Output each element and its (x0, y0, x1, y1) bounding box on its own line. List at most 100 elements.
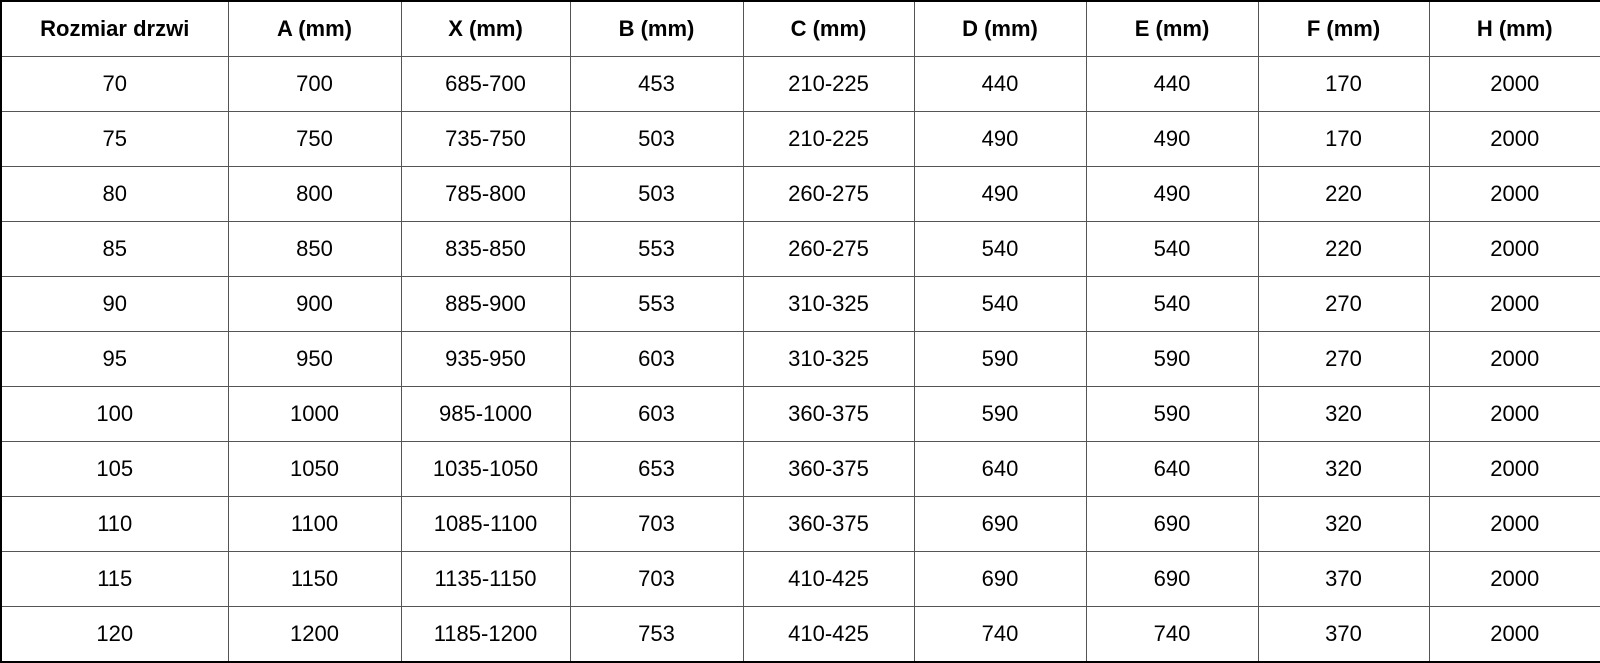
table-cell: 440 (913, 56, 1087, 112)
table-cell: 260-275 (742, 221, 915, 277)
table-cell: 360-375 (742, 386, 915, 442)
table-cell: 653 (569, 441, 744, 497)
table-cell: 900 (227, 276, 402, 332)
table-row: 110 1100 1085-1100 703 360-375 690 690 320 2000 (0, 496, 1600, 552)
table-cell: 2000 (1428, 386, 1600, 442)
table-cell: 490 (913, 166, 1087, 222)
table-cell: 320 (1257, 386, 1430, 442)
table-cell: 640 (913, 441, 1087, 497)
table-cell: 640 (1085, 441, 1259, 497)
table-cell: 885-900 (400, 276, 571, 332)
table-cell: 120 (0, 606, 229, 663)
table-cell: 503 (569, 166, 744, 222)
column-header: E (mm) (1085, 0, 1259, 57)
table-cell: 2000 (1428, 331, 1600, 387)
table-cell: 1135-1150 (400, 551, 571, 607)
table-cell: 740 (913, 606, 1087, 663)
table-cell: 105 (0, 441, 229, 497)
table-cell: 1050 (227, 441, 402, 497)
column-header: Rozmiar drzwi (0, 0, 229, 57)
table-row: 70 700 685-700 453 210-225 440 440 170 2000 (0, 56, 1600, 112)
table-cell: 703 (569, 496, 744, 552)
table-cell: 453 (569, 56, 744, 112)
table-cell: 70 (0, 56, 229, 112)
table-cell: 503 (569, 111, 744, 167)
table-cell: 703 (569, 551, 744, 607)
table-cell: 310-325 (742, 276, 915, 332)
table-cell: 320 (1257, 496, 1430, 552)
table-cell: 800 (227, 166, 402, 222)
table-cell: 750 (227, 111, 402, 167)
table-cell: 2000 (1428, 441, 1600, 497)
column-header: H (mm) (1428, 0, 1600, 57)
table-cell: 690 (1085, 551, 1259, 607)
table-cell: 370 (1257, 551, 1430, 607)
table-cell: 690 (913, 496, 1087, 552)
column-header: F (mm) (1257, 0, 1430, 57)
table-cell: 210-225 (742, 111, 915, 167)
table-row: 100 1000 985-1000 603 360-375 590 590 320 2000 (0, 386, 1600, 442)
table-cell: 2000 (1428, 606, 1600, 663)
table-cell: 1185-1200 (400, 606, 571, 663)
table-cell: 220 (1257, 166, 1430, 222)
table-cell: 360-375 (742, 441, 915, 497)
table-cell: 490 (1085, 166, 1259, 222)
table-cell: 835-850 (400, 221, 571, 277)
table-cell: 270 (1257, 276, 1430, 332)
table-cell: 590 (1085, 386, 1259, 442)
table-cell: 553 (569, 276, 744, 332)
table-cell: 360-375 (742, 496, 915, 552)
table-cell: 690 (913, 551, 1087, 607)
table-cell: 490 (1085, 111, 1259, 167)
table-cell: 2000 (1428, 551, 1600, 607)
table-row: 115 1150 1135-1150 703 410-425 690 690 370 2000 (0, 551, 1600, 607)
table-cell: 2000 (1428, 56, 1600, 112)
table-cell: 540 (913, 221, 1087, 277)
table-cell: 170 (1257, 56, 1430, 112)
table-cell: 310-325 (742, 331, 915, 387)
column-header: D (mm) (913, 0, 1087, 57)
table-row: 90 900 885-900 553 310-325 540 540 270 2000 (0, 276, 1600, 332)
table-cell: 1100 (227, 496, 402, 552)
column-header: B (mm) (569, 0, 744, 57)
table-cell: 1085-1100 (400, 496, 571, 552)
table-cell: 85 (0, 221, 229, 277)
table-cell: 935-950 (400, 331, 571, 387)
table-cell: 540 (913, 276, 1087, 332)
table-cell: 260-275 (742, 166, 915, 222)
table-cell: 2000 (1428, 111, 1600, 167)
table-cell: 170 (1257, 111, 1430, 167)
table-cell: 2000 (1428, 496, 1600, 552)
table-cell: 540 (1085, 276, 1259, 332)
table-cell: 540 (1085, 221, 1259, 277)
table-cell: 603 (569, 386, 744, 442)
table-cell: 410-425 (742, 551, 915, 607)
table-row: 95 950 935-950 603 310-325 590 590 270 2000 (0, 331, 1600, 387)
column-header: C (mm) (742, 0, 915, 57)
column-header: X (mm) (400, 0, 571, 57)
table-cell: 700 (227, 56, 402, 112)
table-cell: 270 (1257, 331, 1430, 387)
table-cell: 75 (0, 111, 229, 167)
table-row: 85 850 835-850 553 260-275 540 540 220 2000 (0, 221, 1600, 277)
table-cell: 490 (913, 111, 1087, 167)
table-cell: 2000 (1428, 276, 1600, 332)
table-cell: 410-425 (742, 606, 915, 663)
table-cell: 603 (569, 331, 744, 387)
table-cell: 440 (1085, 56, 1259, 112)
table-cell: 370 (1257, 606, 1430, 663)
table-cell: 950 (227, 331, 402, 387)
table-row: 75 750 735-750 503 210-225 490 490 170 2000 (0, 111, 1600, 167)
table-row: 80 800 785-800 503 260-275 490 490 220 2000 (0, 166, 1600, 222)
table-cell: 1200 (227, 606, 402, 663)
table-cell: 210-225 (742, 56, 915, 112)
table-cell: 80 (0, 166, 229, 222)
table-cell: 690 (1085, 496, 1259, 552)
table-cell: 115 (0, 551, 229, 607)
table-cell: 1000 (227, 386, 402, 442)
table-cell: 753 (569, 606, 744, 663)
table-cell: 1035-1050 (400, 441, 571, 497)
table-cell: 685-700 (400, 56, 571, 112)
table-cell: 1150 (227, 551, 402, 607)
